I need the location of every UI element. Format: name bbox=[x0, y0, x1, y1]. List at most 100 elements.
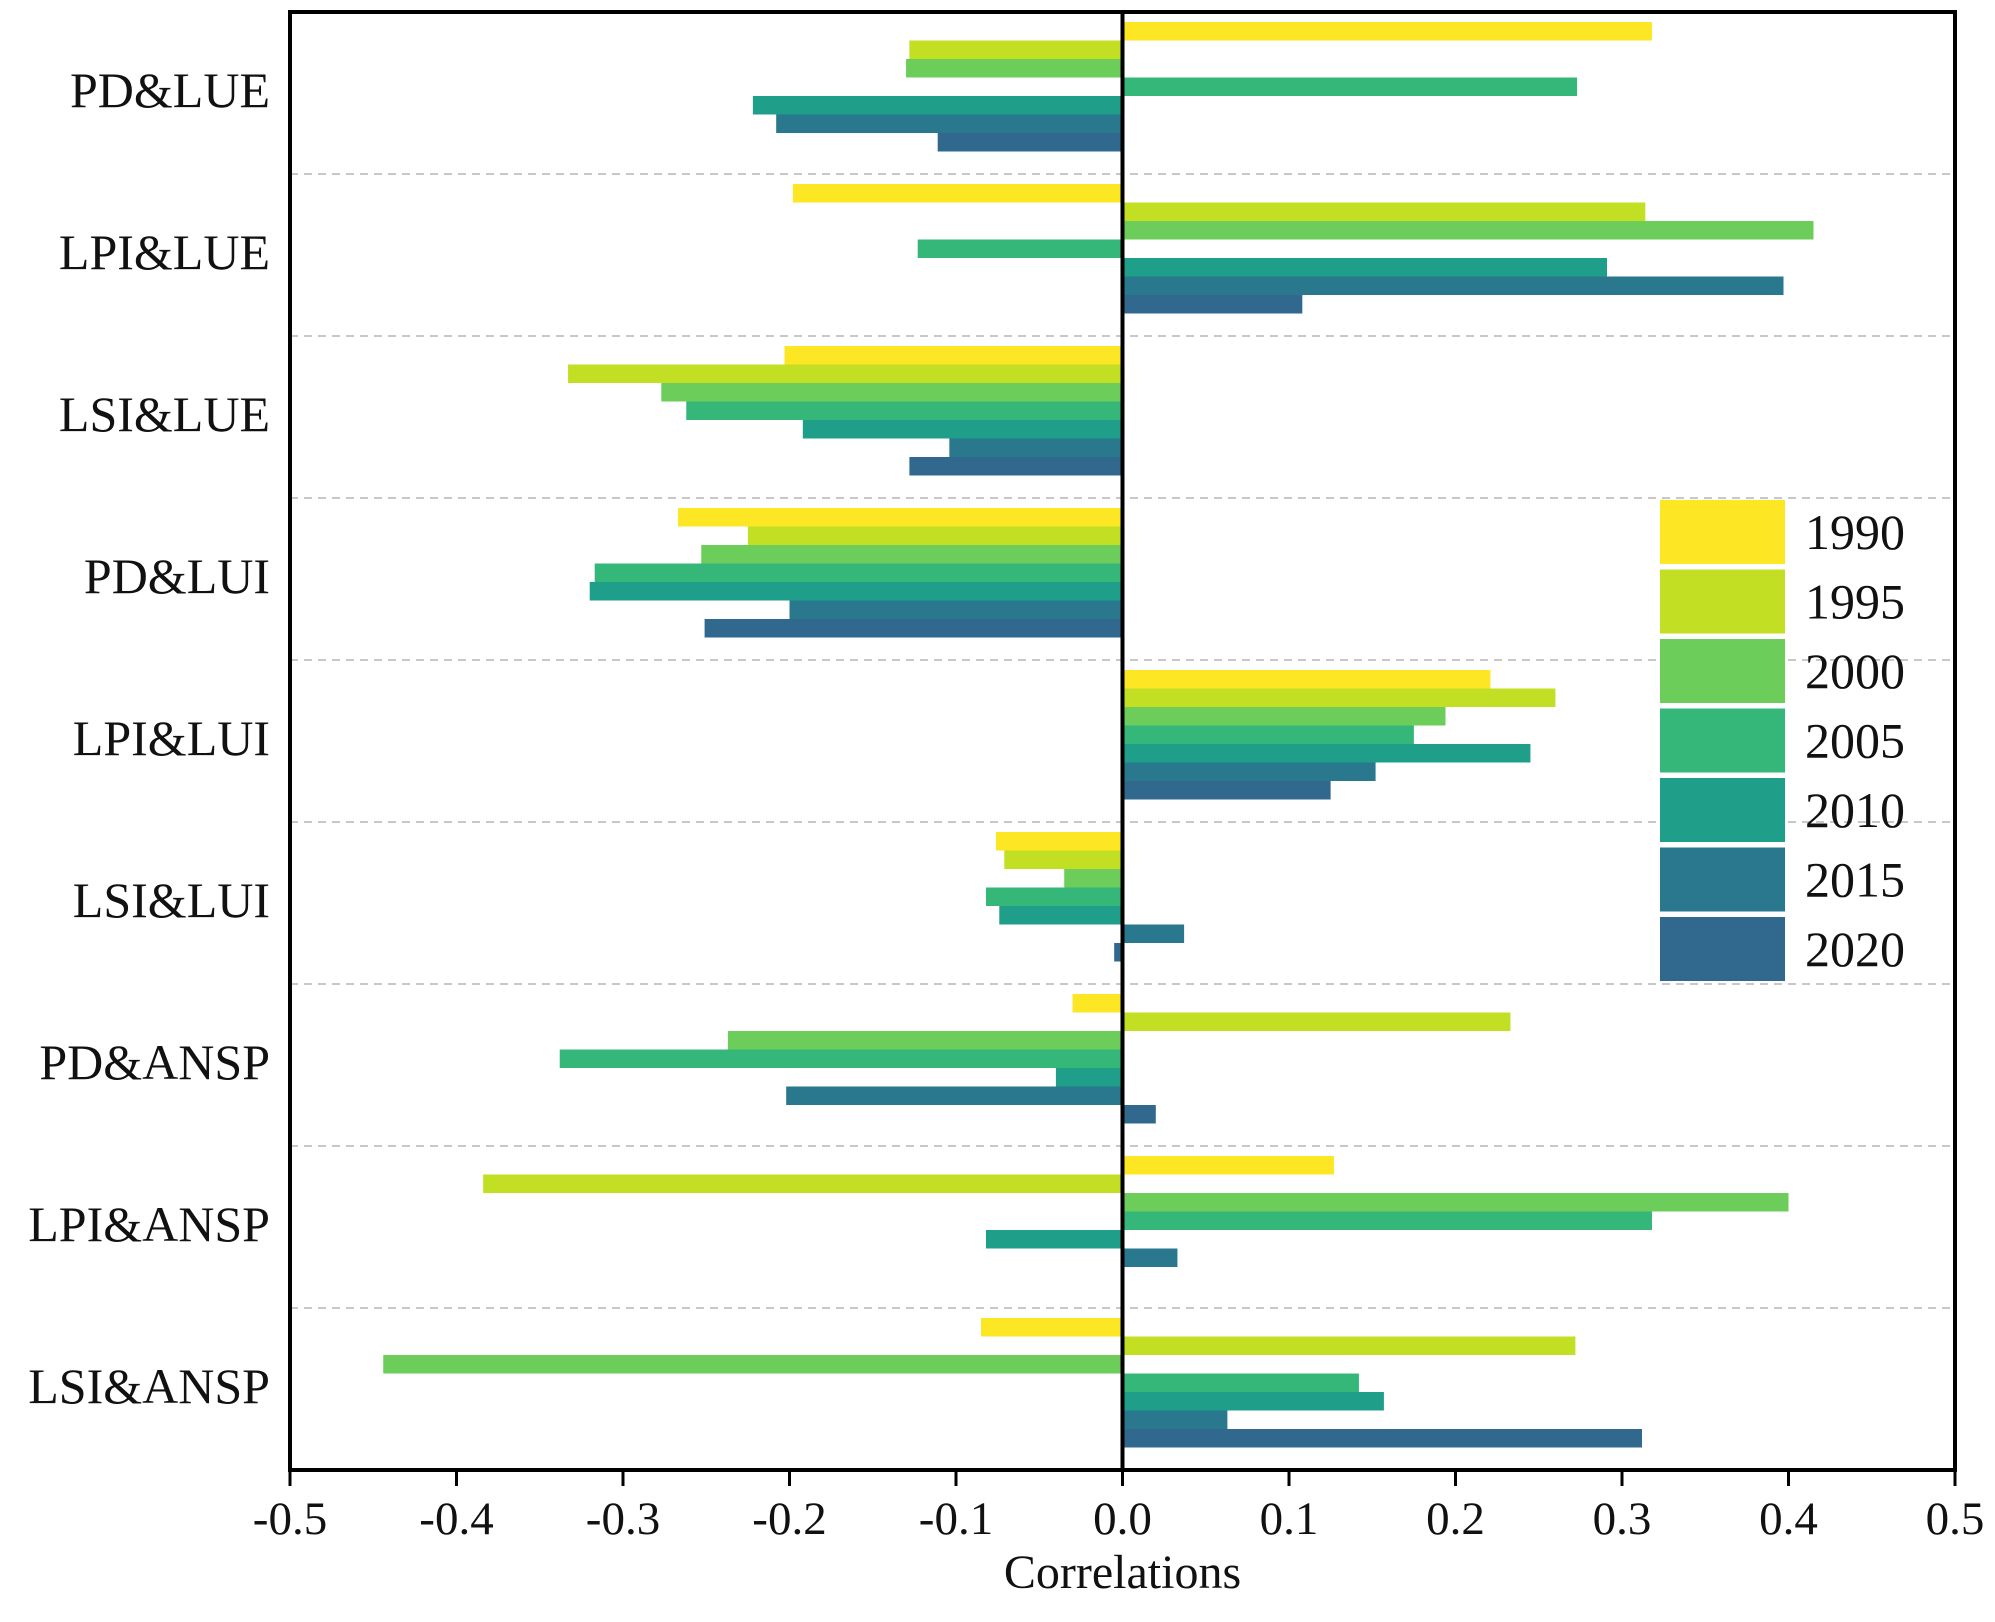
legend-swatch-1995 bbox=[1660, 569, 1785, 634]
bar-1995-lsi-lue bbox=[568, 364, 1123, 383]
bar-2000-lpi-lui bbox=[1122, 707, 1446, 726]
x-tick-label: 0.5 bbox=[1926, 1493, 1985, 1545]
bar-2015-lsi-ansp bbox=[1122, 1410, 1228, 1429]
x-tick-label: -0.3 bbox=[586, 1493, 660, 1545]
bar-1990-lsi-lui bbox=[995, 832, 1123, 851]
bar-1990-lpi-lue bbox=[792, 184, 1123, 203]
bar-2020-pd-ansp bbox=[1122, 1105, 1156, 1124]
bar-2015-lpi-lui bbox=[1122, 762, 1376, 781]
category-labels: PD&LUE LPI&LUE LSI&LUE PD&LUI LPI&LUI LSI&LUI… bbox=[28, 62, 270, 1414]
bar-1990-lsi-ansp bbox=[980, 1318, 1123, 1337]
legend-swatch-2015 bbox=[1660, 847, 1785, 912]
bar-2020-lsi-ansp bbox=[1122, 1429, 1642, 1448]
bar-2020-lsi-lui bbox=[1114, 943, 1123, 962]
bar-2000-lsi-lue bbox=[661, 383, 1123, 402]
category-label: PD&LUI bbox=[84, 548, 270, 604]
bar-2010-pd-lue bbox=[752, 96, 1123, 115]
bar-1990-pd-lue bbox=[1122, 22, 1652, 41]
legend-label-2000: 2000 bbox=[1805, 643, 1905, 699]
bar-2005-lpi-lue bbox=[917, 239, 1123, 258]
bar-2015-lsi-lue bbox=[949, 438, 1123, 457]
legend-label-1990: 1990 bbox=[1805, 504, 1905, 560]
category-label: LSI&LUE bbox=[59, 386, 270, 442]
bar-2000-lpi-lue bbox=[1122, 221, 1814, 240]
bar-1995-pd-lui bbox=[747, 526, 1123, 545]
x-tick-label: -0.2 bbox=[752, 1493, 826, 1545]
x-tick-label: 0.2 bbox=[1426, 1493, 1485, 1545]
category-label: LSI&LUI bbox=[73, 872, 270, 928]
bar-2005-pd-ansp bbox=[559, 1049, 1123, 1068]
bar-1990-lsi-lue bbox=[784, 346, 1123, 365]
bar-1990-pd-lui bbox=[677, 508, 1123, 527]
category-label: PD&ANSP bbox=[39, 1034, 270, 1090]
legend-label-1995: 1995 bbox=[1805, 574, 1905, 630]
bar-2005-lpi-ansp bbox=[1122, 1211, 1652, 1230]
bar-2010-lpi-lue bbox=[1122, 258, 1608, 277]
category-label: LSI&ANSP bbox=[28, 1358, 270, 1414]
bar-2000-pd-ansp bbox=[727, 1031, 1123, 1050]
bar-2010-lpi-ansp bbox=[985, 1230, 1123, 1249]
bar-2015-pd-lui bbox=[789, 600, 1123, 619]
x-tick-label: -0.4 bbox=[419, 1493, 493, 1545]
legend-label-2015: 2015 bbox=[1805, 852, 1905, 908]
bar-2015-lpi-lue bbox=[1122, 276, 1784, 295]
bar-2010-lsi-lui bbox=[999, 906, 1123, 925]
bar-2005-pd-lui bbox=[594, 563, 1123, 582]
bar-2005-lsi-lue bbox=[686, 401, 1123, 420]
bar-2000-pd-lui bbox=[701, 545, 1123, 564]
x-tick-label: -0.5 bbox=[253, 1493, 327, 1545]
x-tick-label: 0.0 bbox=[1093, 1493, 1152, 1545]
bar-1995-pd-ansp bbox=[1122, 1012, 1511, 1031]
x-axis-ticks: -0.5 -0.4 -0.3 -0.2 -0.1 0.0 0.1 0.2 0.3 0.4 0.5 bbox=[253, 1470, 1985, 1545]
bar-1995-lsi-lui bbox=[1004, 850, 1123, 869]
legend-swatch-2020 bbox=[1660, 917, 1785, 981]
bar-2020-pd-lue bbox=[937, 133, 1123, 152]
bar-2015-lsi-lui bbox=[1122, 924, 1185, 943]
bar-2000-lpi-ansp bbox=[1122, 1193, 1789, 1212]
bar-2010-pd-ansp bbox=[1055, 1068, 1123, 1087]
legend-label-2005: 2005 bbox=[1805, 713, 1905, 769]
bar-2020-lpi-lue bbox=[1122, 295, 1303, 314]
legend-swatch-2005 bbox=[1660, 708, 1785, 773]
category-label: LPI&LUI bbox=[73, 710, 270, 766]
bar-1990-lpi-lui bbox=[1122, 670, 1491, 689]
bar-2005-lpi-lui bbox=[1122, 725, 1414, 744]
bar-1995-pd-lue bbox=[909, 40, 1123, 59]
bar-2010-pd-lui bbox=[589, 582, 1123, 601]
bar-1990-pd-ansp bbox=[1072, 994, 1123, 1013]
bar-2010-lsi-lue bbox=[802, 420, 1123, 439]
legend-label-2020: 2020 bbox=[1805, 921, 1905, 977]
legend-label-2010: 2010 bbox=[1805, 782, 1905, 838]
bar-1990-lpi-ansp bbox=[1122, 1156, 1334, 1175]
bar-1995-lpi-lui bbox=[1122, 688, 1556, 707]
category-label: PD&LUE bbox=[70, 62, 270, 118]
bar-1995-lpi-lue bbox=[1122, 202, 1646, 221]
bar-2020-lsi-lue bbox=[909, 457, 1123, 476]
legend-swatch-2000 bbox=[1660, 639, 1785, 703]
bar-2000-lsi-ansp bbox=[383, 1355, 1123, 1374]
bar-2010-lsi-ansp bbox=[1122, 1392, 1384, 1411]
bar-2005-lsi-ansp bbox=[1122, 1373, 1359, 1392]
legend: 1990 1995 2000 2005 2010 2015 2020 bbox=[1660, 500, 1905, 981]
category-label: LPI&ANSP bbox=[28, 1196, 270, 1252]
bar-2000-pd-lue bbox=[906, 59, 1123, 78]
bar-1995-lsi-ansp bbox=[1122, 1336, 1576, 1355]
bar-2020-pd-lui bbox=[704, 619, 1123, 638]
legend-swatch-2010 bbox=[1660, 778, 1785, 842]
bar-2005-pd-lue bbox=[1122, 77, 1578, 96]
bar-2000-lsi-lui bbox=[1064, 869, 1123, 888]
bar-2010-lpi-lui bbox=[1122, 744, 1531, 763]
x-tick-label: 0.3 bbox=[1593, 1493, 1652, 1545]
x-tick-label: -0.1 bbox=[919, 1493, 993, 1545]
x-tick-label: 0.1 bbox=[1260, 1493, 1319, 1545]
bar-1995-lpi-ansp bbox=[483, 1174, 1123, 1193]
x-axis-title: Correlations bbox=[1004, 1546, 1241, 1599]
bar-2005-lsi-lui bbox=[985, 887, 1123, 906]
category-label: LPI&LUE bbox=[59, 224, 270, 280]
x-tick-label: 0.4 bbox=[1759, 1493, 1818, 1545]
legend-swatch-1990 bbox=[1660, 500, 1785, 564]
bar-2015-pd-ansp bbox=[786, 1086, 1123, 1105]
bars-layer bbox=[383, 22, 1814, 1448]
bar-2015-lpi-ansp bbox=[1122, 1248, 1178, 1267]
